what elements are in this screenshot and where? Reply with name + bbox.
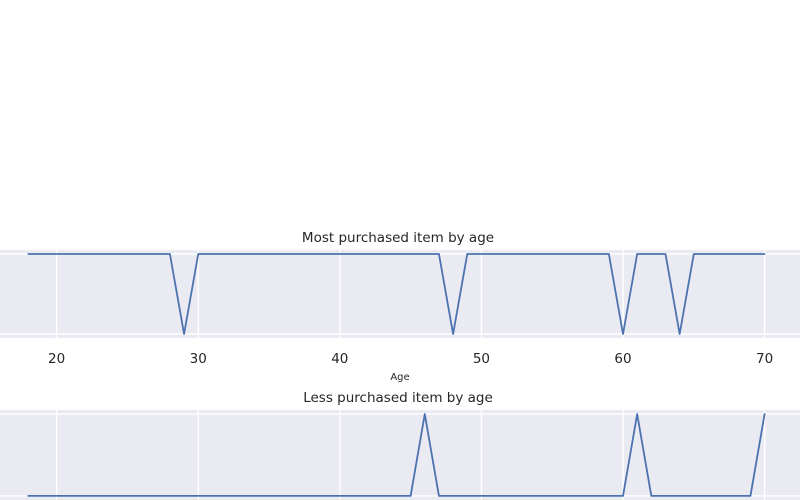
chart-panel-less-purchased: Less purchased item by age — [0, 390, 800, 500]
x-axis-label: Age — [390, 372, 409, 383]
x-tick-label: 60 — [614, 351, 631, 367]
chart-panel-most-purchased: Most purchased item by age 20 30 40 50 60 70 … — [0, 230, 800, 383]
x-tick-labels: 20 30 40 50 60 70 — [48, 351, 773, 367]
chart-title: Most purchased item by age — [302, 230, 494, 246]
x-tick-label: 50 — [473, 351, 490, 367]
x-tick-label: 40 — [331, 351, 348, 367]
x-tick-label: 70 — [756, 351, 773, 367]
plot-area-background — [0, 410, 800, 500]
x-tick-label: 30 — [190, 351, 207, 367]
x-tick-label: 20 — [48, 351, 65, 367]
plot-area-background — [0, 250, 800, 338]
chart-title: Less purchased item by age — [303, 390, 493, 406]
